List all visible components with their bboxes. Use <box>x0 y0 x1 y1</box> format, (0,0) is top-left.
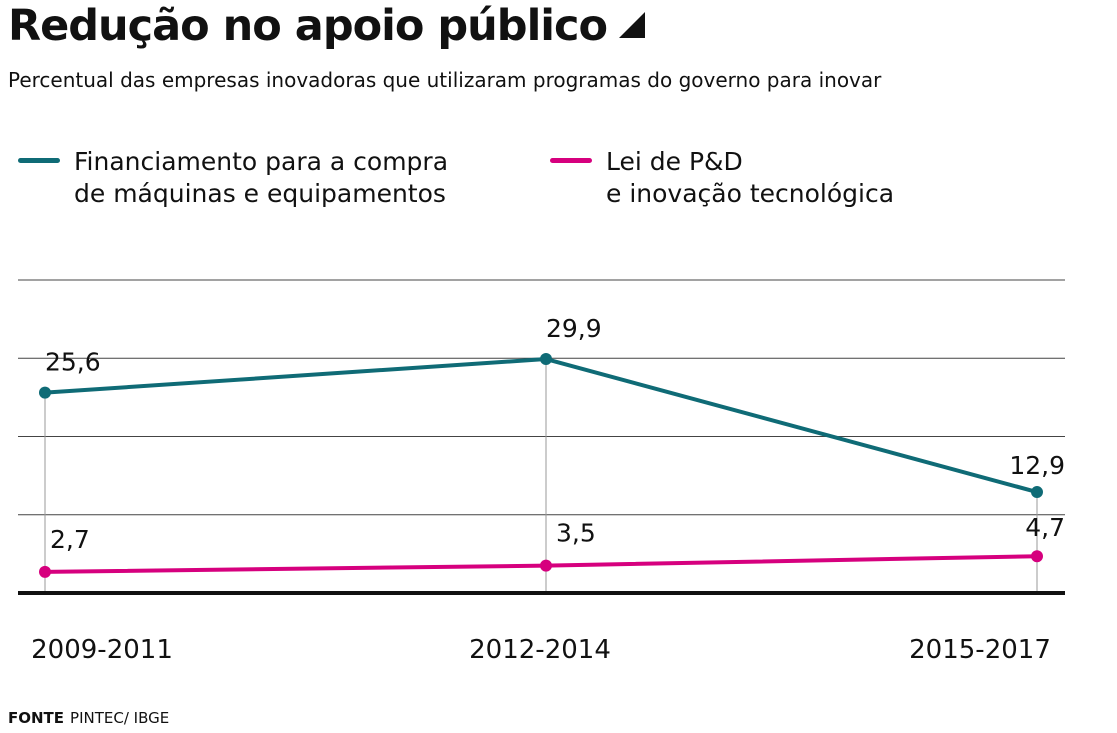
data-point <box>540 559 552 572</box>
x-tick-label: 2009-2011 <box>31 635 173 665</box>
data-label: 4,7 <box>1025 513 1065 542</box>
data-label: 25,6 <box>45 348 101 377</box>
legend-label-lei-pd: Lei de P&D e inovação tecnológica <box>606 147 895 208</box>
source-note: FONTE PINTEC/ IBGE <box>8 708 169 728</box>
legend-label-financiamento: Financiamento para a compra de máquinas … <box>74 147 449 208</box>
legend-item-financiamento: Financiamento para a compra de máquinas … <box>18 146 448 210</box>
triangle-icon <box>619 12 646 38</box>
x-tick-label: 2015-2017 <box>909 635 1051 665</box>
chart-subtitle: Percentual das empresas inovadoras que u… <box>8 68 882 92</box>
legend-item-lei-pd: Lei de P&D e inovação tecnológica <box>550 146 894 210</box>
legend-swatch-financiamento <box>18 158 60 163</box>
data-label: 29,9 <box>546 314 602 343</box>
chart-title: Redução no apoio público <box>8 0 646 52</box>
data-point <box>1031 550 1043 563</box>
chart-title-text: Redução no apoio público <box>8 1 608 51</box>
series-line-financiamento <box>44 357 1038 494</box>
data-label: 2,7 <box>50 525 90 554</box>
data-label: 3,5 <box>556 519 596 548</box>
x-tick-label: 2012-2014 <box>469 635 611 665</box>
data-label: 12,9 <box>1009 451 1065 480</box>
legend-swatch-lei-pd <box>550 158 592 163</box>
data-point <box>1031 486 1043 499</box>
data-point <box>39 565 51 578</box>
data-point <box>39 386 51 399</box>
source-label: FONTE <box>8 709 65 727</box>
data-point <box>540 353 552 366</box>
source-text: PINTEC/ IBGE <box>70 709 170 727</box>
